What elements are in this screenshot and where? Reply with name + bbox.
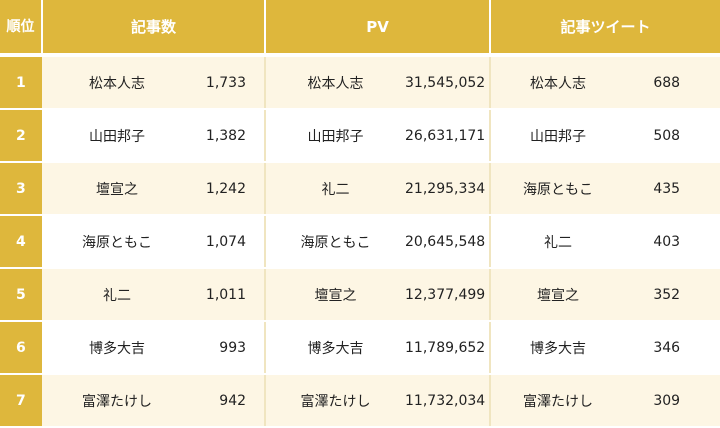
rank-cell: 2 [0, 109, 42, 163]
table-row: 7 富澤たけし 942 富澤たけし 11,732,034 富澤たけし 309 [0, 374, 720, 428]
table-row: 1 松本人志 1,733 松本人志 31,545,052 松本人志 688 [0, 55, 720, 110]
tweets-name-cell: 海原ともこ [490, 162, 626, 216]
articles-name-cell: 壇宣之 [42, 162, 192, 216]
pv-value-cell: 31,545,052 [405, 55, 492, 110]
rank-cell: 1 [0, 55, 42, 110]
articles-name-cell: 博多大吉 [42, 321, 192, 375]
ranking-body: 1 松本人志 1,733 松本人志 31,545,052 松本人志 688 2 山田邦子 1,38… [0, 55, 720, 428]
articles-count-cell: 1,011 [192, 268, 267, 322]
rank-cell: 5 [0, 268, 42, 322]
articles-name-cell: 山田邦子 [42, 109, 192, 163]
articles-count-cell: 942 [192, 374, 267, 428]
tweets-name-cell: 松本人志 [490, 55, 626, 110]
tweets-count-cell: 403 [625, 215, 720, 269]
pv-value-cell: 11,732,034 [405, 374, 492, 428]
tweets-name-cell: 富澤たけし [490, 374, 626, 428]
pv-name-cell: 山田邦子 [265, 109, 406, 163]
articles-name-cell: 松本人志 [42, 55, 192, 110]
articles-name-cell: 礼二 [42, 268, 192, 322]
table-row: 4 海原ともこ 1,074 海原ともこ 20,645,548 礼二 403 [0, 215, 720, 269]
articles-name-cell: 富澤たけし [42, 374, 192, 428]
pv-name-cell: 壇宣之 [265, 268, 406, 322]
pv-value-cell: 26,631,171 [405, 109, 492, 163]
tweets-name-cell: 壇宣之 [490, 268, 626, 322]
tweets-count-cell: 508 [625, 109, 720, 163]
articles-count-cell: 1,733 [192, 55, 267, 110]
pv-value-cell: 20,645,548 [405, 215, 492, 269]
pv-name-cell: 博多大吉 [265, 321, 406, 375]
pv-value-cell: 12,377,499 [405, 268, 492, 322]
pv-name-cell: 海原ともこ [265, 215, 406, 269]
tweets-name-cell: 博多大吉 [490, 321, 626, 375]
rank-cell: 6 [0, 321, 42, 375]
rank-cell: 3 [0, 162, 42, 216]
articles-count-cell: 993 [192, 321, 267, 375]
tweets-count-cell: 352 [625, 268, 720, 322]
pv-name-cell: 富澤たけし [265, 374, 406, 428]
pv-header: PV [265, 0, 492, 57]
header-row: 順位 記事数 PV 記事ツイート [0, 0, 720, 57]
table-row: 2 山田邦子 1,382 山田邦子 26,631,171 山田邦子 508 [0, 109, 720, 163]
rank-cell: 7 [0, 374, 42, 428]
tweets-count-cell: 435 [625, 162, 720, 216]
tweets-count-cell: 309 [625, 374, 720, 428]
articles-count-cell: 1,074 [192, 215, 267, 269]
tweets-name-cell: 礼二 [490, 215, 626, 269]
tweets-name-cell: 山田邦子 [490, 109, 626, 163]
articles-header: 記事数 [42, 0, 267, 57]
pv-value-cell: 21,295,334 [405, 162, 492, 216]
tweets-header: 記事ツイート [490, 0, 720, 57]
table-row: 3 壇宣之 1,242 礼二 21,295,334 海原ともこ 435 [0, 162, 720, 216]
table-row: 5 礼二 1,011 壇宣之 12,377,499 壇宣之 352 [0, 268, 720, 322]
tweets-count-cell: 346 [625, 321, 720, 375]
table-row: 6 博多大吉 993 博多大吉 11,789,652 博多大吉 346 [0, 321, 720, 375]
rank-cell: 4 [0, 215, 42, 269]
articles-name-cell: 海原ともこ [42, 215, 192, 269]
rank-header: 順位 [0, 0, 43, 57]
pv-name-cell: 松本人志 [265, 55, 406, 110]
tweets-count-cell: 688 [625, 55, 720, 110]
pv-value-cell: 11,789,652 [405, 321, 492, 375]
pv-name-cell: 礼二 [265, 162, 406, 216]
articles-count-cell: 1,242 [192, 162, 267, 216]
articles-count-cell: 1,382 [192, 109, 267, 163]
